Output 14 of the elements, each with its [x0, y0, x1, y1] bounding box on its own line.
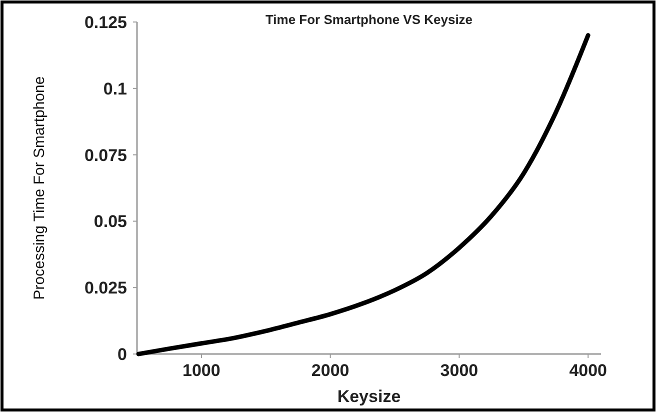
y-axis-title: Processing Time For Smartphone — [31, 76, 48, 300]
y-tick-label: 0.05 — [94, 212, 127, 232]
x-tick-label: 3000 — [440, 361, 478, 380]
y-tick-label: 0.125 — [84, 12, 127, 32]
line-series — [136, 33, 590, 356]
chart-title: Time For Smartphone VS Keysize — [265, 12, 473, 27]
x-tick-label: 4000 — [569, 361, 608, 380]
y-tick-label: 0 — [118, 344, 127, 364]
x-axis-title: Keysize — [337, 387, 401, 406]
y-tick-label: 0.075 — [84, 146, 127, 165]
y-tick-label: 0.1 — [103, 79, 127, 98]
x-tick-label: 1000 — [182, 361, 220, 380]
x-tick-label: 2000 — [311, 361, 350, 380]
y-tick-label: 0.025 — [84, 278, 127, 298]
